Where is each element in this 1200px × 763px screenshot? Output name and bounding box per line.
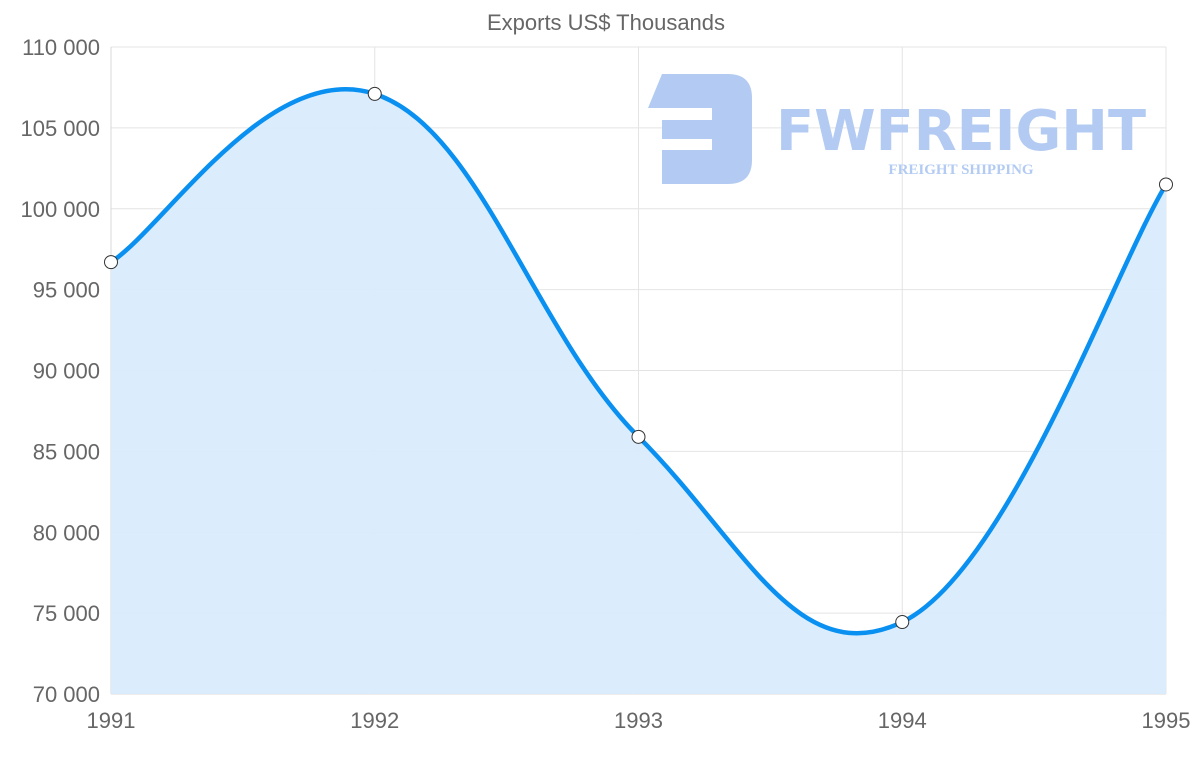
data-point: [895, 615, 910, 630]
y-tick-label: 85 000: [33, 439, 100, 464]
y-tick-label: 100 000: [20, 197, 100, 222]
series-exports: [104, 86, 1173, 694]
x-tick-label: 1992: [350, 708, 399, 733]
logo-mark-icon: [648, 74, 752, 184]
area-fill: [111, 89, 1166, 694]
y-tick-label: 105 000: [20, 116, 100, 141]
x-tick-label: 1994: [878, 708, 927, 733]
watermark-brand: FWFREIGHT: [776, 99, 1146, 164]
data-point: [367, 86, 382, 101]
y-tick-label: 90 000: [33, 359, 100, 384]
x-axis: 1991 1992 1993 1994 1995: [87, 708, 1191, 733]
x-tick-label: 1991: [87, 708, 136, 733]
y-tick-label: 70 000: [33, 682, 100, 707]
data-point: [1159, 177, 1173, 192]
data-point: [631, 429, 646, 444]
y-tick-label: 75 000: [33, 601, 100, 626]
y-tick-label: 80 000: [33, 520, 100, 545]
x-tick-label: 1995: [1142, 708, 1191, 733]
series-line: [109, 86, 1168, 636]
x-tick-label: 1993: [614, 708, 663, 733]
chart-title: Exports US$ Thousands: [487, 10, 725, 35]
fwfreight-logo-watermark: FWFREIGHT FREIGHT SHIPPING: [648, 74, 1146, 184]
y-axis: 70 000 75 000 80 000 85 000 90 000 95 000 100 …: [20, 35, 100, 707]
data-point: [104, 255, 118, 270]
y-tick-label: 110 000: [22, 35, 100, 60]
y-tick-label: 95 000: [33, 278, 100, 303]
watermark-tagline: FREIGHT SHIPPING: [888, 162, 1033, 178]
